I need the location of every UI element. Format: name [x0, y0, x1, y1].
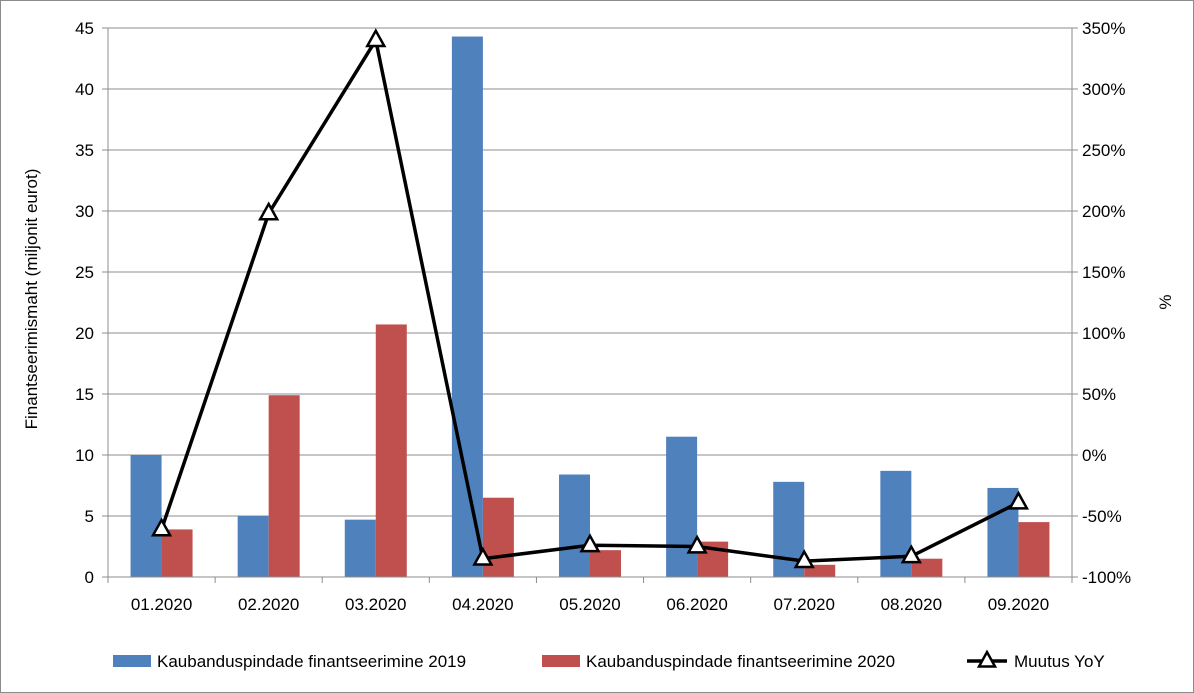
x-tick-label: 02.2020 — [238, 595, 299, 614]
gridlines — [108, 27, 1072, 517]
right-tick-label: 150% — [1082, 263, 1125, 282]
right-tick-label: 200% — [1082, 202, 1125, 221]
legend-swatch-2019 — [113, 655, 151, 667]
bar-2019 — [559, 474, 590, 577]
legend-label-2020: Kaubanduspindade finantseerimine 2020 — [586, 652, 895, 671]
bar-2020 — [1018, 522, 1050, 577]
x-tick-label: 07.2020 — [773, 595, 834, 614]
bars — [130, 36, 1050, 578]
yoy-marker — [1007, 490, 1030, 510]
y-axis-right-title: % — [1156, 294, 1175, 309]
left-tick-label: 20 — [75, 324, 94, 343]
left-tick-label: 25 — [75, 263, 94, 282]
x-tick-label: 04.2020 — [452, 595, 513, 614]
legend-label-2019: Kaubanduspindade finantseerimine 2019 — [157, 652, 466, 671]
right-tick-label: 250% — [1082, 141, 1125, 160]
yoy-marker — [150, 517, 173, 537]
legend: Kaubanduspindade finantseerimine 2019 Kau… — [113, 649, 1105, 671]
bar-2020 — [590, 550, 621, 577]
y-axis-title: Finantseerimismaht (miljonit eurot) — [22, 169, 41, 430]
left-axis-ticks: 0 5 10 15 20 25 30 35 40 45 — [75, 19, 94, 587]
x-tick-label: 05.2020 — [559, 595, 620, 614]
left-tick-label: 30 — [75, 202, 94, 221]
x-tick-label: 08.2020 — [881, 595, 942, 614]
right-axis-ticks: -100% -50% 0% 50% 100% 150% 200% 250% 300% 350% — [1082, 19, 1131, 587]
bar-2020 — [268, 395, 300, 577]
x-tick-label: 06.2020 — [666, 595, 727, 614]
axes — [102, 27, 1078, 583]
yoy-line — [150, 28, 1030, 569]
right-tick-label: 100% — [1082, 324, 1125, 343]
bar-2019 — [237, 516, 269, 577]
legend-swatch-2020 — [542, 655, 580, 667]
left-tick-label: 45 — [75, 19, 94, 38]
yoy-marker — [793, 549, 815, 569]
right-tick-label: 350% — [1082, 19, 1125, 38]
yoy-marker — [472, 546, 494, 566]
x-axis-ticks: 01.2020 02.2020 03.2020 04.2020 05.2020 06.20… — [131, 595, 1049, 614]
bar-2019 — [451, 36, 483, 578]
legend-label-yoy: Muutus YoY — [1014, 652, 1105, 671]
x-tick-label: 09.2020 — [988, 595, 1049, 614]
left-tick-label: 5 — [85, 507, 94, 526]
x-tick-label: 01.2020 — [131, 595, 192, 614]
bar-2019 — [666, 436, 698, 577]
bar-2020 — [161, 529, 193, 577]
yoy-marker — [365, 28, 387, 48]
x-tick-label: 03.2020 — [345, 595, 406, 614]
yoy-marker — [579, 533, 601, 553]
bar-2019 — [130, 455, 162, 577]
right-tick-label: -50% — [1082, 507, 1122, 526]
left-tick-label: 10 — [75, 446, 94, 465]
right-tick-label: 0% — [1082, 446, 1107, 465]
legend-marker-yoy — [976, 649, 998, 668]
right-tick-label: 50% — [1082, 385, 1116, 404]
left-tick-label: 40 — [75, 80, 94, 99]
bar-2019 — [344, 519, 376, 577]
right-tick-label: 300% — [1082, 80, 1125, 99]
yoy-marker — [686, 534, 708, 554]
left-tick-label: 15 — [75, 385, 94, 404]
bar-2020 — [375, 324, 407, 577]
left-tick-label: 0 — [85, 568, 94, 587]
yoy-marker — [258, 201, 280, 221]
yoy-marker — [900, 544, 922, 564]
left-tick-label: 35 — [75, 141, 94, 160]
right-tick-label: -100% — [1082, 568, 1131, 587]
